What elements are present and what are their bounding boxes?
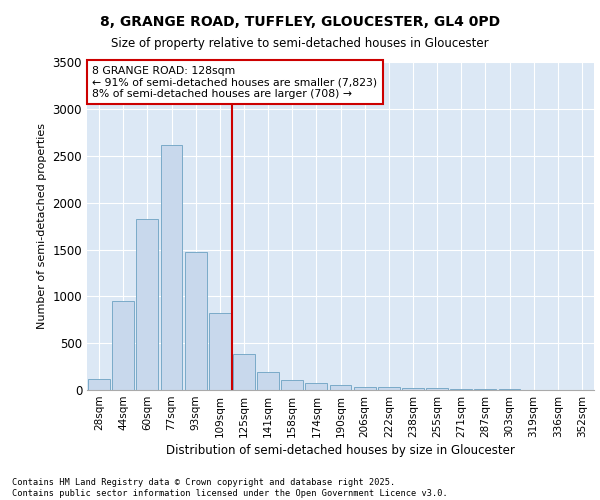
Bar (499, 389, 520, 390)
Text: 8 GRANGE ROAD: 128sqm
← 91% of semi-detached houses are smaller (7,823)
8% of se: 8 GRANGE ROAD: 128sqm ← 91% of semi-deta… (92, 66, 377, 99)
Bar (402, 388, 424, 390)
Bar (209, 314, 230, 390)
Bar (329, 386, 352, 390)
Text: Size of property relative to semi-detached houses in Gloucester: Size of property relative to semi-detach… (111, 38, 489, 51)
Bar (112, 301, 134, 390)
Text: Contains HM Land Registry data © Crown copyright and database right 2025.
Contai: Contains HM Land Registry data © Crown c… (12, 478, 448, 498)
Bar (451, 388, 472, 390)
Bar (305, 383, 327, 390)
Text: 8, GRANGE ROAD, TUFFLEY, GLOUCESTER, GL4 0PD: 8, GRANGE ROAD, TUFFLEY, GLOUCESTER, GL4… (100, 15, 500, 29)
Bar (88, 379, 110, 390)
Bar (161, 145, 182, 390)
Y-axis label: Number of semi-detached properties: Number of semi-detached properties (37, 123, 47, 329)
Bar (136, 219, 158, 390)
Bar (257, 372, 279, 390)
Bar (378, 387, 400, 390)
Bar (281, 380, 303, 390)
Bar (233, 354, 255, 390)
X-axis label: Distribution of semi-detached houses by size in Gloucester: Distribution of semi-detached houses by … (166, 444, 515, 457)
Bar (475, 389, 496, 390)
Bar (185, 252, 206, 390)
Bar (426, 388, 448, 390)
Bar (354, 386, 376, 390)
